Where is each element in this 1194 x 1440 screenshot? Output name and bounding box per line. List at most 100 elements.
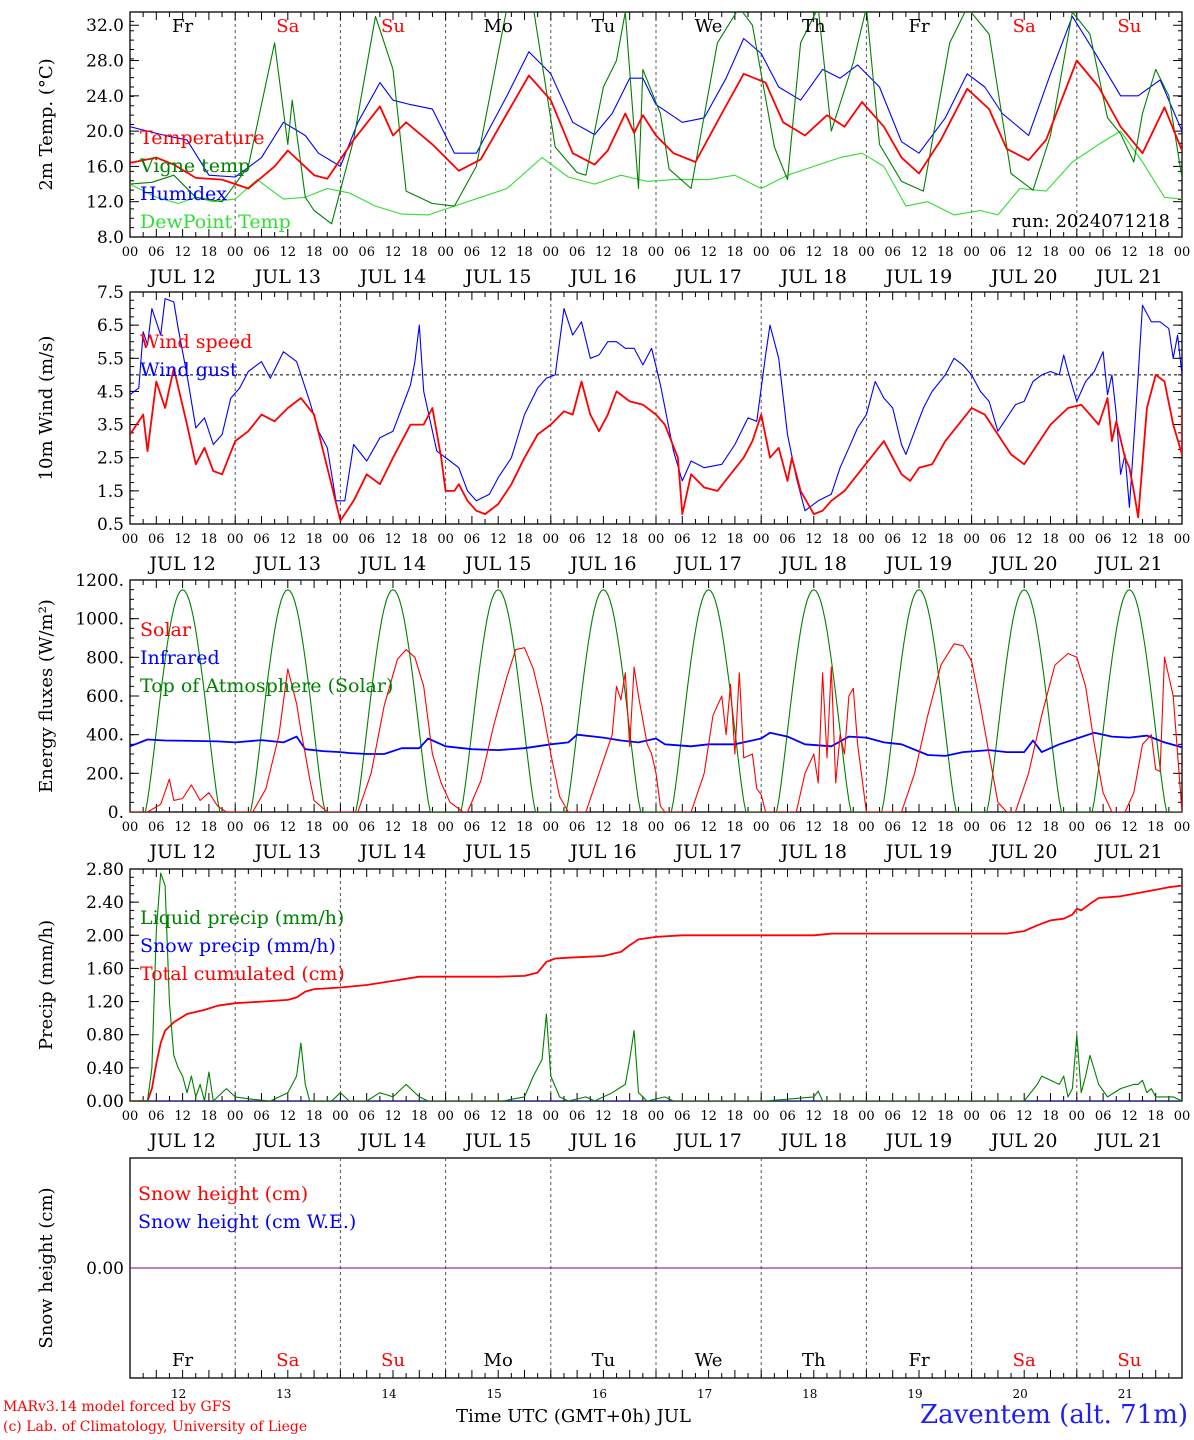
hour-label: 18 xyxy=(832,245,849,260)
date-label: JUL 17 xyxy=(673,841,741,863)
y-tick-label: 24.0 xyxy=(86,87,124,107)
legend-infrared: Infrared xyxy=(140,647,220,669)
day-number: 18 xyxy=(802,1387,817,1401)
hour-label: 18 xyxy=(201,820,218,835)
hour-label: 12 xyxy=(280,1109,297,1124)
station-name: Zaventem (alt. 71m) xyxy=(920,1400,1188,1430)
lab-credit: (c) Lab. of Climatology, University of L… xyxy=(3,1419,308,1435)
date-label: JUL 21 xyxy=(1094,841,1162,863)
hour-label: 06 xyxy=(358,532,375,547)
date-label: JUL 17 xyxy=(673,1130,741,1152)
hour-label: 06 xyxy=(674,1109,691,1124)
date-label: JUL 15 xyxy=(463,553,531,575)
y-tick-label: 0.00 xyxy=(86,1259,124,1279)
panel-4: 0.00 0.40 0.80 1.20 1.60 2.00 2.40 2.80 Precip (… xyxy=(36,860,1190,1152)
hour-label: 06 xyxy=(464,245,481,260)
hour-label: 12 xyxy=(280,245,297,260)
hour-label: 12 xyxy=(385,820,402,835)
hour-label: 06 xyxy=(884,532,901,547)
date-label: JUL 13 xyxy=(253,553,321,575)
date-label: JUL 21 xyxy=(1094,553,1162,575)
legend-snow-height-cm-: Snow height (cm) xyxy=(138,1183,308,1205)
hour-label: 06 xyxy=(1095,1109,1112,1124)
y-tick-label: 800. xyxy=(86,648,124,668)
hour-label: 18 xyxy=(1147,820,1164,835)
date-label: JUL 20 xyxy=(989,266,1057,288)
hour-label: 00 xyxy=(332,820,349,835)
panel-5: 0.00 Snow height (cm) Snow height (cm) Snow… xyxy=(36,1157,1183,1401)
hour-label: 12 xyxy=(595,245,612,260)
date-label: JUL 18 xyxy=(779,841,847,863)
y-tick-label: 2.00 xyxy=(86,926,124,946)
hour-label: 00 xyxy=(753,1109,770,1124)
series-line-wind-gust xyxy=(130,298,1182,512)
series-line-temperature xyxy=(130,59,1182,190)
hour-label: 06 xyxy=(253,532,270,547)
hour-label: 18 xyxy=(937,245,954,260)
hour-label: 06 xyxy=(779,820,796,835)
hour-label: 18 xyxy=(937,820,954,835)
legend-temperature: Temperature xyxy=(140,127,264,149)
day-name: We xyxy=(695,1350,723,1371)
day-name: Su xyxy=(381,16,405,37)
hour-label: 00 xyxy=(648,820,665,835)
hour-label: 00 xyxy=(648,532,665,547)
hour-label: 12 xyxy=(1016,1109,1033,1124)
hour-label: 12 xyxy=(1016,820,1033,835)
y-tick-label: 1000. xyxy=(75,610,124,630)
hour-label: 12 xyxy=(1016,532,1033,547)
legend-liquid-precip-mm-h-: Liquid precip (mm/h) xyxy=(140,907,344,929)
hour-label: 06 xyxy=(1095,820,1112,835)
hour-label: 06 xyxy=(1095,245,1112,260)
hour-label: 12 xyxy=(1121,245,1138,260)
hour-label: 00 xyxy=(437,820,454,835)
date-label: JUL 14 xyxy=(358,553,426,575)
hour-label: 18 xyxy=(621,532,638,547)
hour-label: 12 xyxy=(911,820,928,835)
hour-label: 00 xyxy=(332,1109,349,1124)
y-tick-label: 400. xyxy=(86,726,124,746)
hour-label: 12 xyxy=(911,532,928,547)
hour-label: 00 xyxy=(858,245,875,260)
hour-label: 06 xyxy=(464,1109,481,1124)
hour-label: 00 xyxy=(227,245,244,260)
day-number: 13 xyxy=(276,1387,291,1401)
y-tick-label: 20.0 xyxy=(86,122,124,142)
hour-label: 12 xyxy=(490,532,507,547)
day-name: Fr xyxy=(172,16,193,37)
hour-label: 06 xyxy=(569,532,586,547)
date-label: JUL 14 xyxy=(358,266,426,288)
legend-vigne-temp: Vigne temp xyxy=(139,155,250,177)
y-tick-label: 600. xyxy=(86,687,124,707)
hour-label: 12 xyxy=(911,245,928,260)
hour-label: 06 xyxy=(148,820,165,835)
hour-label: 00 xyxy=(543,1109,560,1124)
hour-label: 12 xyxy=(595,532,612,547)
hour-label: 00 xyxy=(963,245,980,260)
hour-label: 06 xyxy=(253,1109,270,1124)
y-axis-title: Energy fluxes (W/m²) xyxy=(36,599,57,793)
date-label: JUL 12 xyxy=(147,266,215,288)
hour-label: 00 xyxy=(437,532,454,547)
y-tick-label: 2.5 xyxy=(97,449,124,469)
day-name: We xyxy=(695,16,723,37)
hour-label: 18 xyxy=(201,1109,218,1124)
date-label: JUL 17 xyxy=(673,266,741,288)
y-tick-label: 0. xyxy=(108,803,124,823)
hour-label: 06 xyxy=(674,532,691,547)
y-tick-label: 2.40 xyxy=(86,893,124,913)
hour-label: 00 xyxy=(753,245,770,260)
hour-label: 18 xyxy=(832,820,849,835)
hour-label: 12 xyxy=(806,245,823,260)
day-name: Su xyxy=(381,1350,405,1371)
hour-label: 12 xyxy=(1121,1109,1138,1124)
y-tick-label: 2.80 xyxy=(86,860,124,880)
hour-label: 00 xyxy=(963,532,980,547)
hour-label: 00 xyxy=(1069,1109,1086,1124)
legend-solar: Solar xyxy=(140,619,192,641)
series-line-wind-speed xyxy=(130,367,1182,522)
hour-label: 12 xyxy=(595,1109,612,1124)
y-tick-label: 3.5 xyxy=(97,416,124,436)
hour-label: 18 xyxy=(411,1109,428,1124)
date-label: JUL 19 xyxy=(884,841,952,863)
